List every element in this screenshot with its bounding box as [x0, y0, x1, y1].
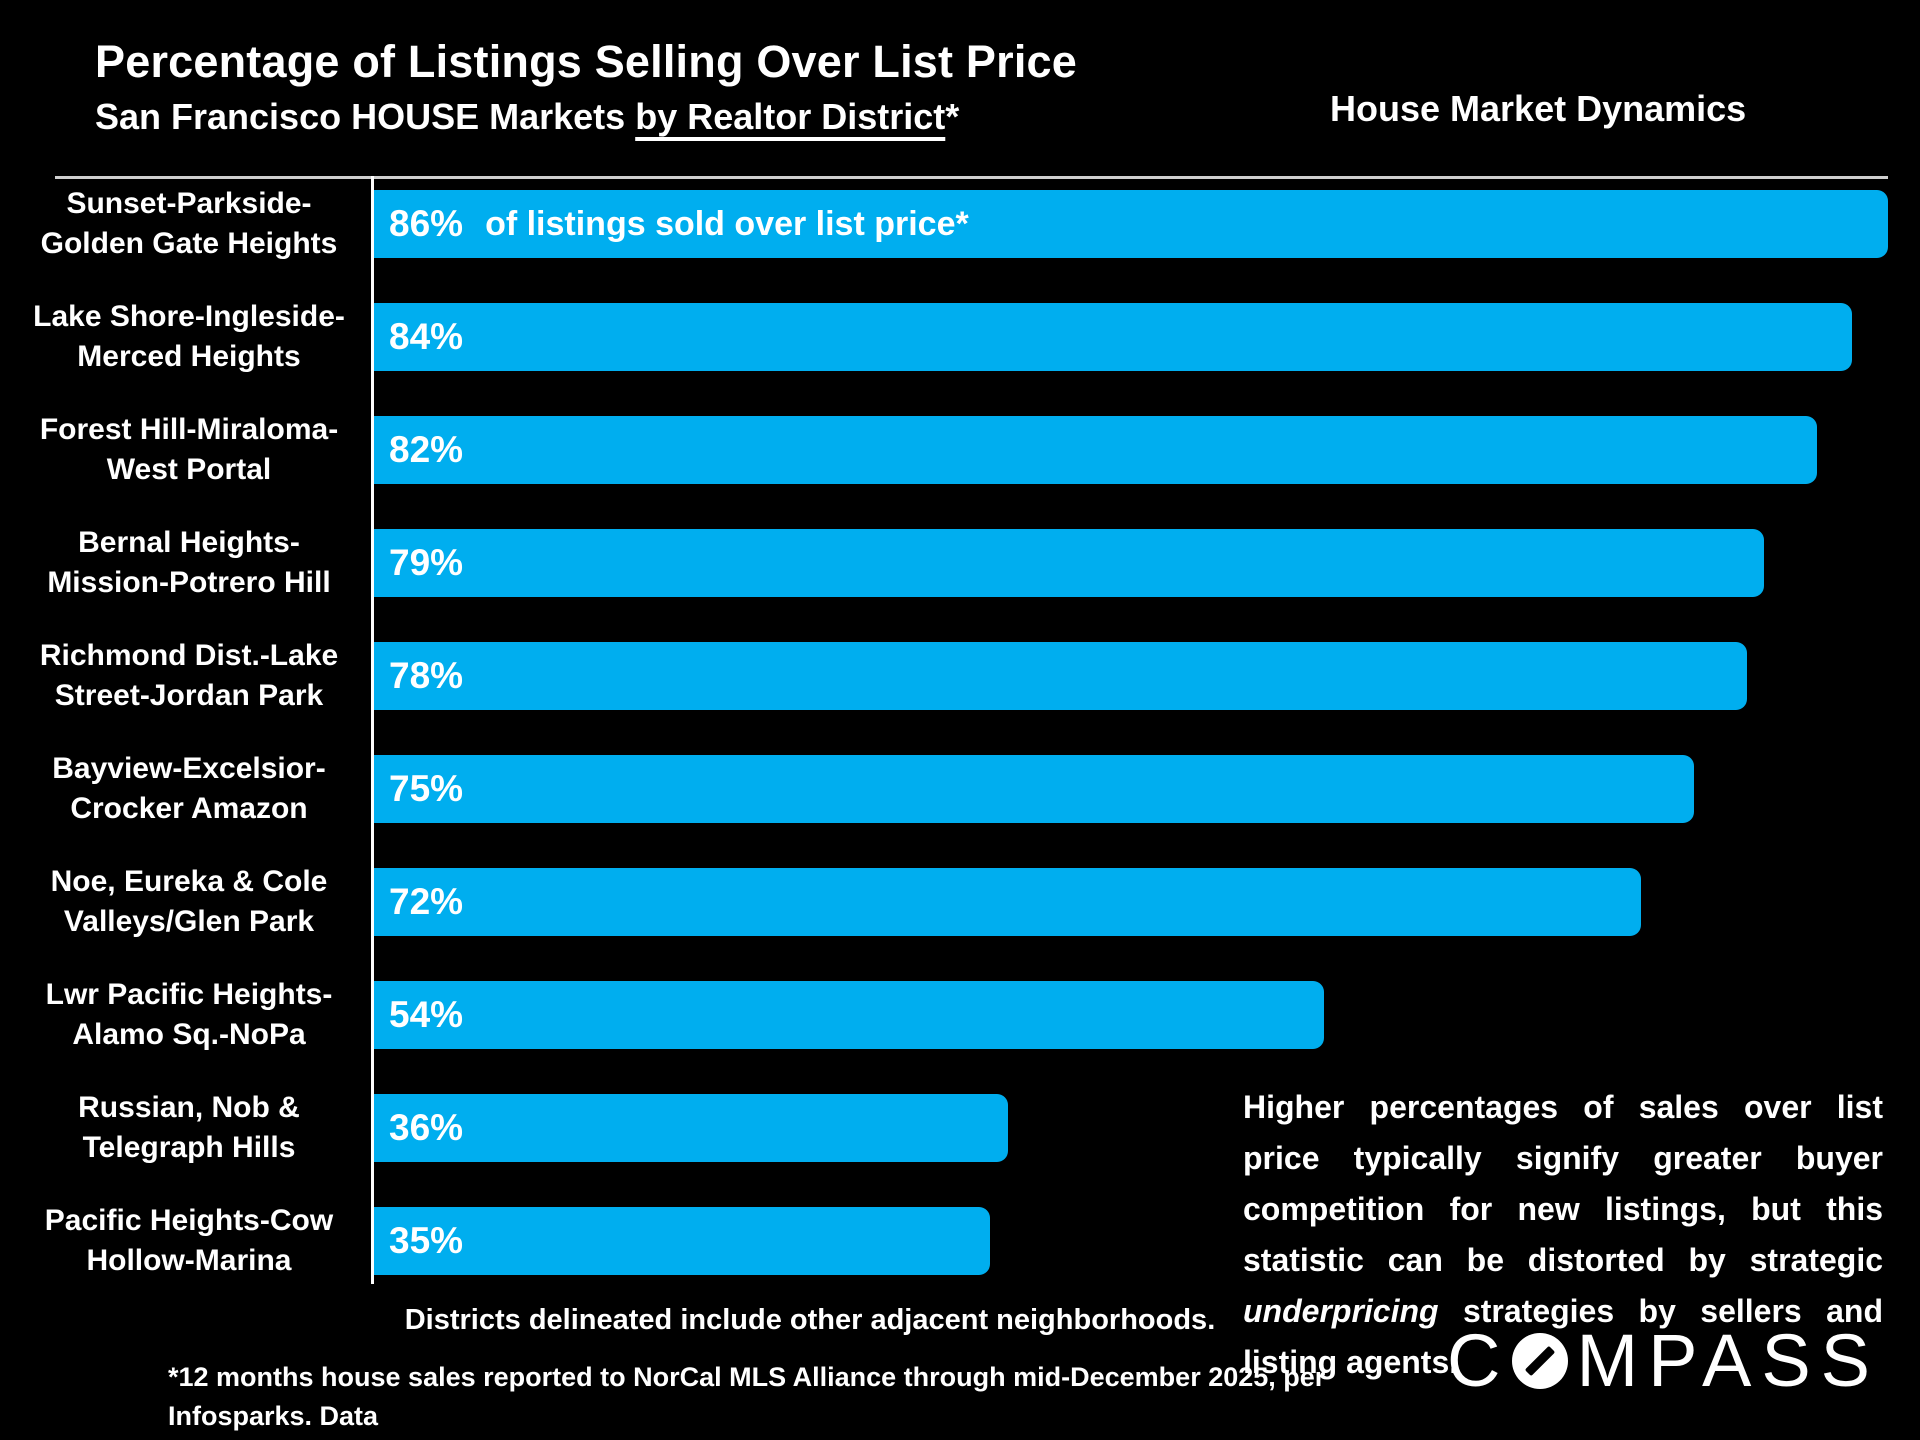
bar: 35%: [374, 1207, 990, 1275]
logo-letter-c: C: [1447, 1319, 1511, 1402]
chart-vertical-axis: [371, 176, 374, 1284]
subtitle-asterisk: *: [945, 96, 960, 137]
bar: 79%: [374, 529, 1764, 597]
annotation-text-after: strategies by sellers and listing agents…: [1243, 1293, 1883, 1380]
footnote: *12 months house sales reported to NorCa…: [168, 1358, 1368, 1440]
annotation-italic-word: underpricing: [1243, 1293, 1439, 1329]
districts-caption: Districts delineated include other adjac…: [404, 1304, 1216, 1336]
bar: 75%: [374, 755, 1694, 823]
category-label: Sunset-Parkside- Golden Gate Heights: [40, 187, 338, 260]
footnote-line: *12 months house sales reported to NorCa…: [168, 1362, 1326, 1431]
chart-top-rule: [55, 176, 1888, 179]
chart-row: Bernal Heights- Mission-Potrero Hill 79%: [0, 526, 1920, 599]
bar-value-label: 79%: [389, 542, 464, 583]
category-label: Bayview-Excelsior- Crocker Amazon: [52, 752, 326, 825]
page-subtitle: San Francisco HOUSE Markets by Realtor D…: [95, 96, 959, 138]
chart-row: Lwr Pacific Heights- Alamo Sq.-NoPa 54%: [0, 978, 1920, 1051]
footnote-line: from sources deemed reliable but may con…: [168, 1436, 1368, 1440]
bar-value-label: 82%: [389, 429, 464, 470]
bar-value-label: 84%: [389, 316, 464, 357]
bar: 36%: [374, 1094, 1008, 1162]
logo-letters-mpass: MPASS: [1576, 1319, 1881, 1402]
annotation-text: Higher percentages of sales over list pr…: [1243, 1089, 1883, 1278]
chart-row: Richmond Dist.-Lake Street-Jordan Park 78%: [0, 639, 1920, 712]
chart-row: Russian, Nob & Telegraph Hills 36%: [0, 1091, 1920, 1164]
compass-logo: C MPASS: [1447, 1319, 1881, 1402]
header-right-title: House Market Dynamics: [1330, 88, 1747, 129]
bar-value-label: 86%: [389, 203, 464, 244]
bar-value-label: 35%: [389, 1220, 464, 1261]
bar-value-label: 75%: [389, 768, 464, 809]
chart-row: Lake Shore-Ingleside- Merced Heights 84%: [0, 300, 1920, 373]
bar-value-label: 54%: [389, 994, 464, 1035]
bar: 86% of listings sold over list price*: [374, 190, 1888, 258]
category-label: Bernal Heights- Mission-Potrero Hill: [47, 526, 331, 599]
compass-o-needle-icon: [1512, 1333, 1569, 1389]
chart-row: Pacific Heights-Cow Hollow-Marina 35%: [0, 1204, 1920, 1277]
chart-row: Forest Hill-Miraloma- West Portal 82%: [0, 413, 1920, 486]
category-label: Noe, Eureka & Cole Valleys/Glen Park: [50, 865, 328, 938]
category-label: Lake Shore-Ingleside- Merced Heights: [33, 300, 345, 373]
category-label: Russian, Nob & Telegraph Hills: [78, 1091, 300, 1164]
chart-row: Noe, Eureka & Cole Valleys/Glen Park 72%: [0, 865, 1920, 938]
bar: 72%: [374, 868, 1641, 936]
bar: 78%: [374, 642, 1747, 710]
category-label: Forest Hill-Miraloma- West Portal: [39, 413, 339, 486]
chart-row: Bayview-Excelsior- Crocker Amazon 75%: [0, 752, 1920, 825]
bar: 84%: [374, 303, 1852, 371]
bar-value-label: 36%: [389, 1107, 464, 1148]
category-label: Lwr Pacific Heights- Alamo Sq.-NoPa: [45, 978, 333, 1051]
category-label: Pacific Heights-Cow Hollow-Marina: [44, 1204, 334, 1277]
page-title: Percentage of Listings Selling Over List…: [95, 36, 1077, 87]
chart-row: Sunset-Parkside- Golden Gate Heights 86% of…: [0, 187, 1920, 260]
bar: 82%: [374, 416, 1817, 484]
subtitle-prefix: San Francisco HOUSE Markets: [95, 96, 636, 137]
first-bar-note: of listings sold over list price*: [485, 204, 969, 243]
category-label: Richmond Dist.-Lake Street-Jordan Park: [39, 639, 339, 712]
subtitle-underlined: by Realtor District: [635, 96, 946, 137]
bar-value-label: 72%: [389, 881, 464, 922]
annotation-paragraph: Higher percentages of sales over list pr…: [1243, 1082, 1883, 1388]
bar-value-label: 78%: [389, 655, 464, 696]
bar: 54%: [374, 981, 1324, 1049]
